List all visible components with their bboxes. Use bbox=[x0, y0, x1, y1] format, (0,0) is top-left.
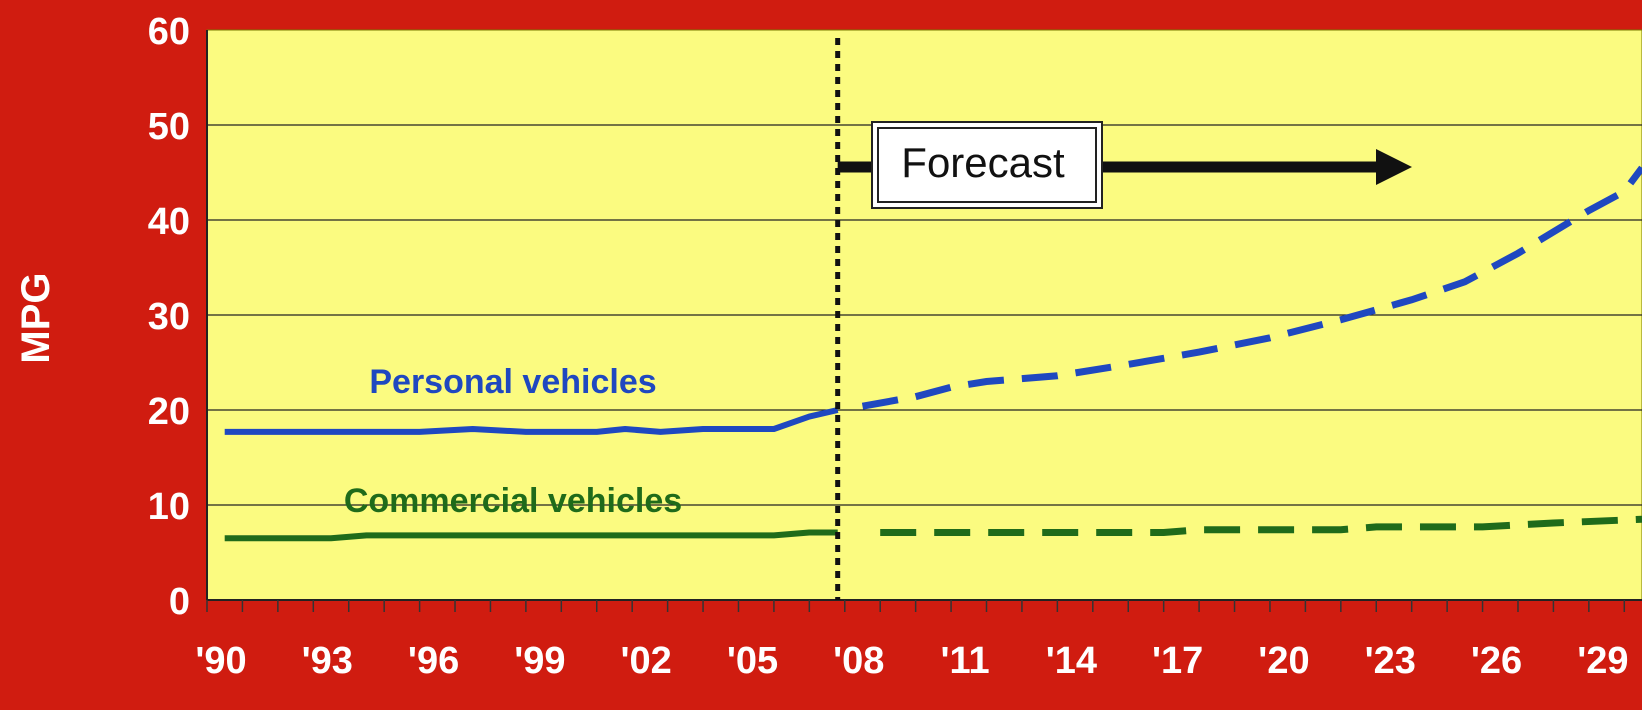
x-tick-label: '23 bbox=[1365, 640, 1416, 682]
series-line-forecast bbox=[861, 165, 1642, 410]
x-tick-label: '08 bbox=[833, 640, 884, 682]
y-tick-label: 50 bbox=[148, 106, 190, 148]
forecast-box-inner-border bbox=[877, 127, 1097, 203]
x-axis: '90 '93 '96 '99 '02 '05 '08 '11 '14 '17 '20 '23 '26 '… bbox=[195, 30, 1642, 682]
series-layer: Personal vehicles Commercial vehicles bbox=[224, 165, 1642, 542]
y-tick-label: 60 bbox=[148, 11, 190, 53]
y-tick-label: 0 bbox=[169, 581, 190, 623]
forecast-annotation: Forecast bbox=[837, 121, 1412, 209]
x-tick-label: '02 bbox=[621, 640, 672, 682]
forecast-arrow-head bbox=[1376, 149, 1412, 185]
x-tick-label: '17 bbox=[1152, 640, 1203, 682]
x-tick-label: '96 bbox=[408, 640, 459, 682]
y-tick-label: 30 bbox=[148, 296, 190, 338]
forecast-label: Forecast bbox=[901, 139, 1065, 186]
x-tick-label: '29 bbox=[1577, 640, 1628, 682]
series-line-historical bbox=[224, 407, 839, 435]
forecast-box bbox=[871, 121, 1103, 209]
x-tick-label: '11 bbox=[940, 640, 989, 682]
x-tick-label: '93 bbox=[302, 640, 353, 682]
x-tick-label: '05 bbox=[727, 640, 778, 682]
series-line-forecast bbox=[880, 515, 1642, 536]
x-tick-label: '90 bbox=[195, 640, 246, 682]
y-tick-label: 10 bbox=[148, 486, 190, 528]
x-tick-label: '26 bbox=[1471, 640, 1522, 682]
series-label: Commercial vehicles bbox=[344, 482, 682, 520]
x-tick-label: '99 bbox=[514, 640, 565, 682]
y-axis: 0 10 20 30 40 50 60 bbox=[148, 11, 190, 623]
series-label: Personal vehicles bbox=[369, 363, 656, 401]
y-tick-label: 20 bbox=[148, 391, 190, 433]
x-tick-label: '20 bbox=[1258, 640, 1309, 682]
series-line-historical bbox=[224, 529, 838, 542]
x-tick-label: '14 bbox=[1046, 640, 1097, 682]
y-tick-label: 40 bbox=[148, 201, 190, 243]
y-axis-title: MPG bbox=[14, 272, 58, 363]
